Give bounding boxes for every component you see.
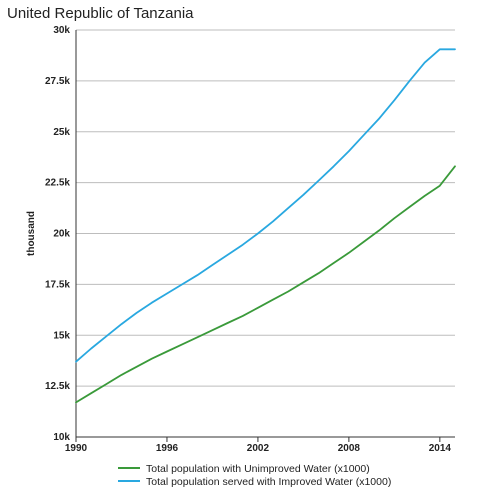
chart-title: United Republic of Tanzania	[7, 5, 194, 22]
series-line-2	[75, 48, 456, 363]
y-tick-label: 12.5k	[45, 381, 70, 392]
y-axis-label: thousand	[26, 211, 37, 256]
x-tick-label: 2014	[429, 443, 452, 454]
series-line-1	[75, 165, 456, 404]
x-tick-label: 1990	[65, 443, 88, 454]
x-tick-label: 1996	[156, 443, 179, 454]
y-tick-label: 27.5k	[45, 76, 70, 87]
y-tick-label: 15k	[53, 330, 70, 341]
y-tick-label: 10k	[53, 432, 70, 443]
y-tick-label: 30k	[53, 25, 70, 36]
legend-label-1: Total population with Unimproved Water (…	[146, 463, 370, 475]
legend-label-2: Total population served with Improved Wa…	[146, 476, 391, 488]
y-tick-label: 22.5k	[45, 178, 70, 189]
y-tick-label: 20k	[53, 229, 70, 240]
y-tick-label: 25k	[53, 127, 70, 138]
y-tick-label: 17.5k	[45, 279, 70, 290]
x-tick-label: 2008	[338, 443, 361, 454]
x-tick-label: 2002	[247, 443, 270, 454]
